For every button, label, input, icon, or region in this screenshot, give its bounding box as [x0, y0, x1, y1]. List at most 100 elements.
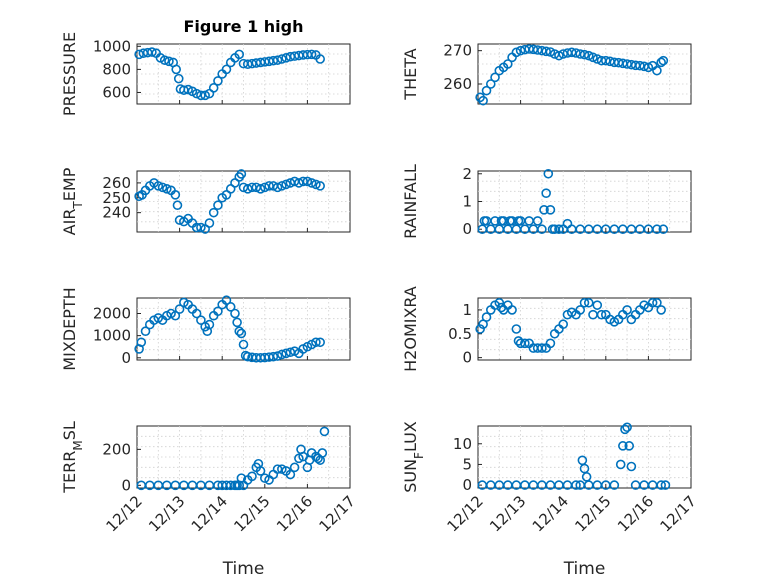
data-point: [658, 55, 669, 66]
data-point: [583, 50, 594, 61]
y-axis-label: TERRMSL: [60, 421, 85, 494]
data-point: [200, 90, 210, 101]
data-point: [485, 79, 496, 89]
data-point: [481, 312, 492, 322]
data-point: [596, 309, 607, 320]
x-tick-label: 12/15: [230, 492, 273, 535]
data-point: [624, 441, 635, 451]
data-point: [281, 53, 291, 63]
data-point: [170, 310, 181, 321]
data-point: [172, 200, 183, 211]
data-point: [268, 351, 279, 362]
data-point: [196, 315, 206, 325]
data-point: [643, 62, 654, 73]
data-point: [311, 179, 321, 190]
data-point: [575, 49, 586, 59]
data-point: [285, 469, 296, 480]
data-point: [566, 47, 577, 58]
data-point: [592, 300, 603, 310]
data-point: [652, 65, 662, 76]
y-tick-label: 0: [121, 349, 131, 367]
data-series: [136, 426, 330, 491]
data-point: [507, 305, 517, 315]
x-tick-label: 12/16: [273, 492, 316, 535]
data-point: [600, 55, 611, 66]
data-point: [503, 59, 513, 69]
y-tick-label: 1: [462, 193, 472, 211]
data-point: [153, 181, 164, 191]
y-tick-label: 0.5: [448, 325, 472, 343]
y-axis-label: H2OMIXRA: [401, 286, 420, 372]
y-tick-label: 200: [102, 440, 131, 458]
y-tick-label: 0: [462, 349, 472, 367]
y-tick-label: 1000: [93, 37, 131, 55]
data-point: [317, 448, 328, 458]
data-point: [183, 84, 193, 95]
data-point: [191, 308, 202, 319]
data-point: [579, 49, 590, 60]
y-axis-label: THETA: [401, 48, 420, 100]
data-point: [171, 64, 181, 75]
data-point: [490, 72, 500, 83]
data-point: [196, 90, 206, 101]
y-tick-label: 240: [102, 204, 131, 222]
data-point: [537, 224, 547, 235]
x-tick-label: 12/13: [486, 492, 529, 535]
data-point: [541, 46, 551, 57]
data-point: [620, 424, 630, 435]
data-point: [289, 462, 300, 473]
y-axis-label: RAINFALL: [401, 164, 420, 239]
data-point: [545, 338, 556, 349]
y-axis-label: AIRTEMP: [60, 167, 85, 235]
data-point: [277, 54, 287, 64]
data-point: [164, 56, 174, 67]
data-point: [159, 55, 170, 65]
data-point: [204, 218, 215, 228]
data-point: [311, 337, 321, 348]
data-point: [532, 216, 543, 226]
data-point: [626, 461, 637, 472]
gridlines: [137, 298, 350, 360]
data-point: [234, 326, 245, 337]
data-point: [236, 169, 247, 179]
data-point: [157, 182, 168, 193]
chart-title: Figure 1 high: [184, 17, 304, 36]
data-point: [583, 297, 594, 308]
gridlines: [137, 44, 350, 104]
data-point: [496, 302, 507, 313]
data-point: [191, 88, 202, 99]
y-axis-label: MIXDEPTH: [60, 287, 79, 370]
data-point: [140, 326, 151, 337]
subplot-8: 10 5 012/12 12/13 12/14 12/15 12/16 12/17 SUNFLU…: [401, 421, 700, 579]
subplot-7: 200 012/12 12/13 12/14 12/15 12/16 12/17 TERRMS…: [60, 421, 359, 579]
data-point: [511, 324, 522, 334]
y-tick-label: 800: [102, 60, 131, 78]
data-point: [652, 297, 662, 308]
data-point: [315, 54, 325, 64]
data-point: [136, 337, 147, 348]
x-tick-label: 12/14: [188, 492, 231, 535]
y-tick-label: 250: [102, 189, 131, 207]
data-point: [268, 55, 279, 66]
y-tick-label: 5: [462, 455, 472, 473]
x-tick-label: 12/17: [657, 492, 700, 535]
x-tick-label: 12/17: [316, 492, 359, 535]
data-point: [571, 48, 581, 58]
x-axis-label: Time: [563, 559, 606, 579]
data-point: [174, 304, 185, 314]
data-point: [272, 351, 283, 361]
x-tick-label: 12/12: [103, 492, 146, 535]
y-tick-label: 260: [102, 174, 131, 192]
data-point: [236, 328, 247, 339]
y-tick-label: 0: [121, 476, 131, 494]
data-point: [656, 57, 666, 68]
data-point: [554, 224, 564, 235]
data-point: [255, 466, 266, 476]
gridlines: [478, 426, 691, 488]
data-point: [234, 49, 245, 60]
subplot-6: 1 0.5 0 H2OMIXRA: [401, 286, 692, 372]
data-point: [221, 64, 232, 75]
data-point: [481, 85, 492, 96]
data-point: [247, 471, 257, 482]
